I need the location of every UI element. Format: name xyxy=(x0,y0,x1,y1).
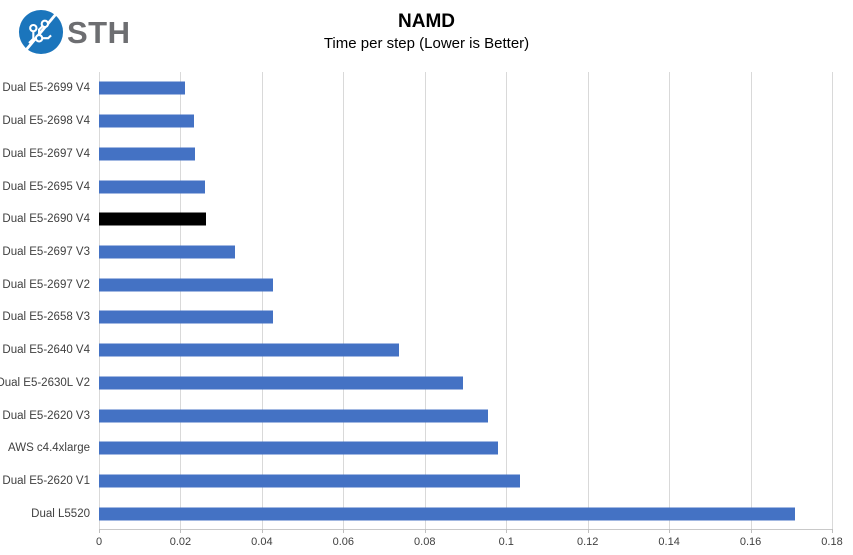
gridline xyxy=(750,72,752,529)
gridline xyxy=(587,72,589,529)
chart-title: NAMD xyxy=(398,11,455,32)
category-label: Dual L5520 xyxy=(31,507,90,520)
gridline xyxy=(832,72,833,529)
bar-dual-e5-2658-v3 xyxy=(99,310,273,324)
xtick-label: 0.18 xyxy=(821,536,843,548)
bar-dual-e5-2640-v4 xyxy=(99,343,399,357)
xtick-label: 0.1 xyxy=(498,536,514,548)
xtick-label: 0.16 xyxy=(739,536,762,548)
axis-tick xyxy=(587,529,589,533)
category-label: Dual E5-2658 V3 xyxy=(2,311,90,324)
xtick-label: 0.08 xyxy=(414,536,436,548)
category-label: Dual E5-2620 V3 xyxy=(2,409,90,422)
category-label: Dual E5-2630L V2 xyxy=(0,376,90,389)
bar-dual-e5-2620-v1 xyxy=(99,474,521,488)
bar-dual-e5-2695-v4 xyxy=(99,180,205,193)
axis-tick xyxy=(506,529,508,533)
category-label: Dual E5-2697 V2 xyxy=(2,278,90,291)
axis-tick xyxy=(180,529,182,533)
bar-dual-e5-2698-v4 xyxy=(99,114,194,128)
category-label: AWS c4.4xlarge xyxy=(7,442,90,455)
bar-dual-e5-2690-v4 xyxy=(99,212,206,226)
category-label: Dual E5-2620 V1 xyxy=(2,474,90,487)
category-label: Dual E5-2640 V4 xyxy=(2,344,90,357)
axis-tick xyxy=(99,529,100,533)
category-label: Dual E5-2697 V4 xyxy=(2,147,90,160)
gridline xyxy=(343,72,345,529)
axis-tick xyxy=(750,529,752,533)
sth-logo-text: STH xyxy=(67,14,131,50)
category-axis-labels: Dual E5-2699 V4 Dual E5-2698 V4 Dual E5-26… xyxy=(0,72,90,530)
category-label: Dual E5-2690 V4 xyxy=(2,213,90,226)
gridline xyxy=(506,72,508,529)
axis-tick xyxy=(343,529,345,533)
xtick-label: 0.02 xyxy=(169,536,192,548)
bar-dual-e5-2699-v4 xyxy=(99,81,185,95)
category-label: Dual E5-2695 V4 xyxy=(2,180,90,193)
gridline xyxy=(180,72,182,529)
bar-dual-l5520 xyxy=(99,507,796,521)
bar-dual-e5-2697-v4 xyxy=(99,147,196,161)
bar-dual-e5-2620-v3 xyxy=(99,409,489,422)
bar-aws-c4-4xlarge xyxy=(99,441,499,455)
xtick-label: 0 xyxy=(95,536,103,548)
xtick-label: 0.04 xyxy=(251,536,273,548)
bar-dual-e5-2697-v2 xyxy=(99,278,273,292)
bar-dual-e5-2697-v3 xyxy=(99,245,235,259)
xtick-label: 0.14 xyxy=(658,536,680,548)
chart-subtitle: Time per step (Lower is Better) xyxy=(323,35,530,52)
xtick-label: 0.06 xyxy=(332,536,355,548)
axis-tick xyxy=(669,529,671,533)
bar-dual-e5-2630l-v2 xyxy=(99,376,464,390)
category-label: Dual E5-2697 V3 xyxy=(2,245,90,258)
gridline xyxy=(424,72,426,529)
category-label: Dual E5-2699 V4 xyxy=(2,82,90,95)
axis-tick xyxy=(832,529,833,533)
sth-logo-icon xyxy=(18,9,64,55)
gridline xyxy=(261,72,263,529)
axis-tick xyxy=(261,529,263,533)
axis-tick xyxy=(424,529,426,533)
sth-logo: STH xyxy=(18,9,131,55)
plot-area: 0 0.02 0.04 0.06 0.08 0.1 0.12 0.14 0.16 0.18 xyxy=(96,72,843,548)
gridline xyxy=(99,72,100,529)
category-label: Dual E5-2698 V4 xyxy=(2,115,90,128)
xtick-label: 0.12 xyxy=(576,536,599,548)
gridline xyxy=(669,72,671,529)
